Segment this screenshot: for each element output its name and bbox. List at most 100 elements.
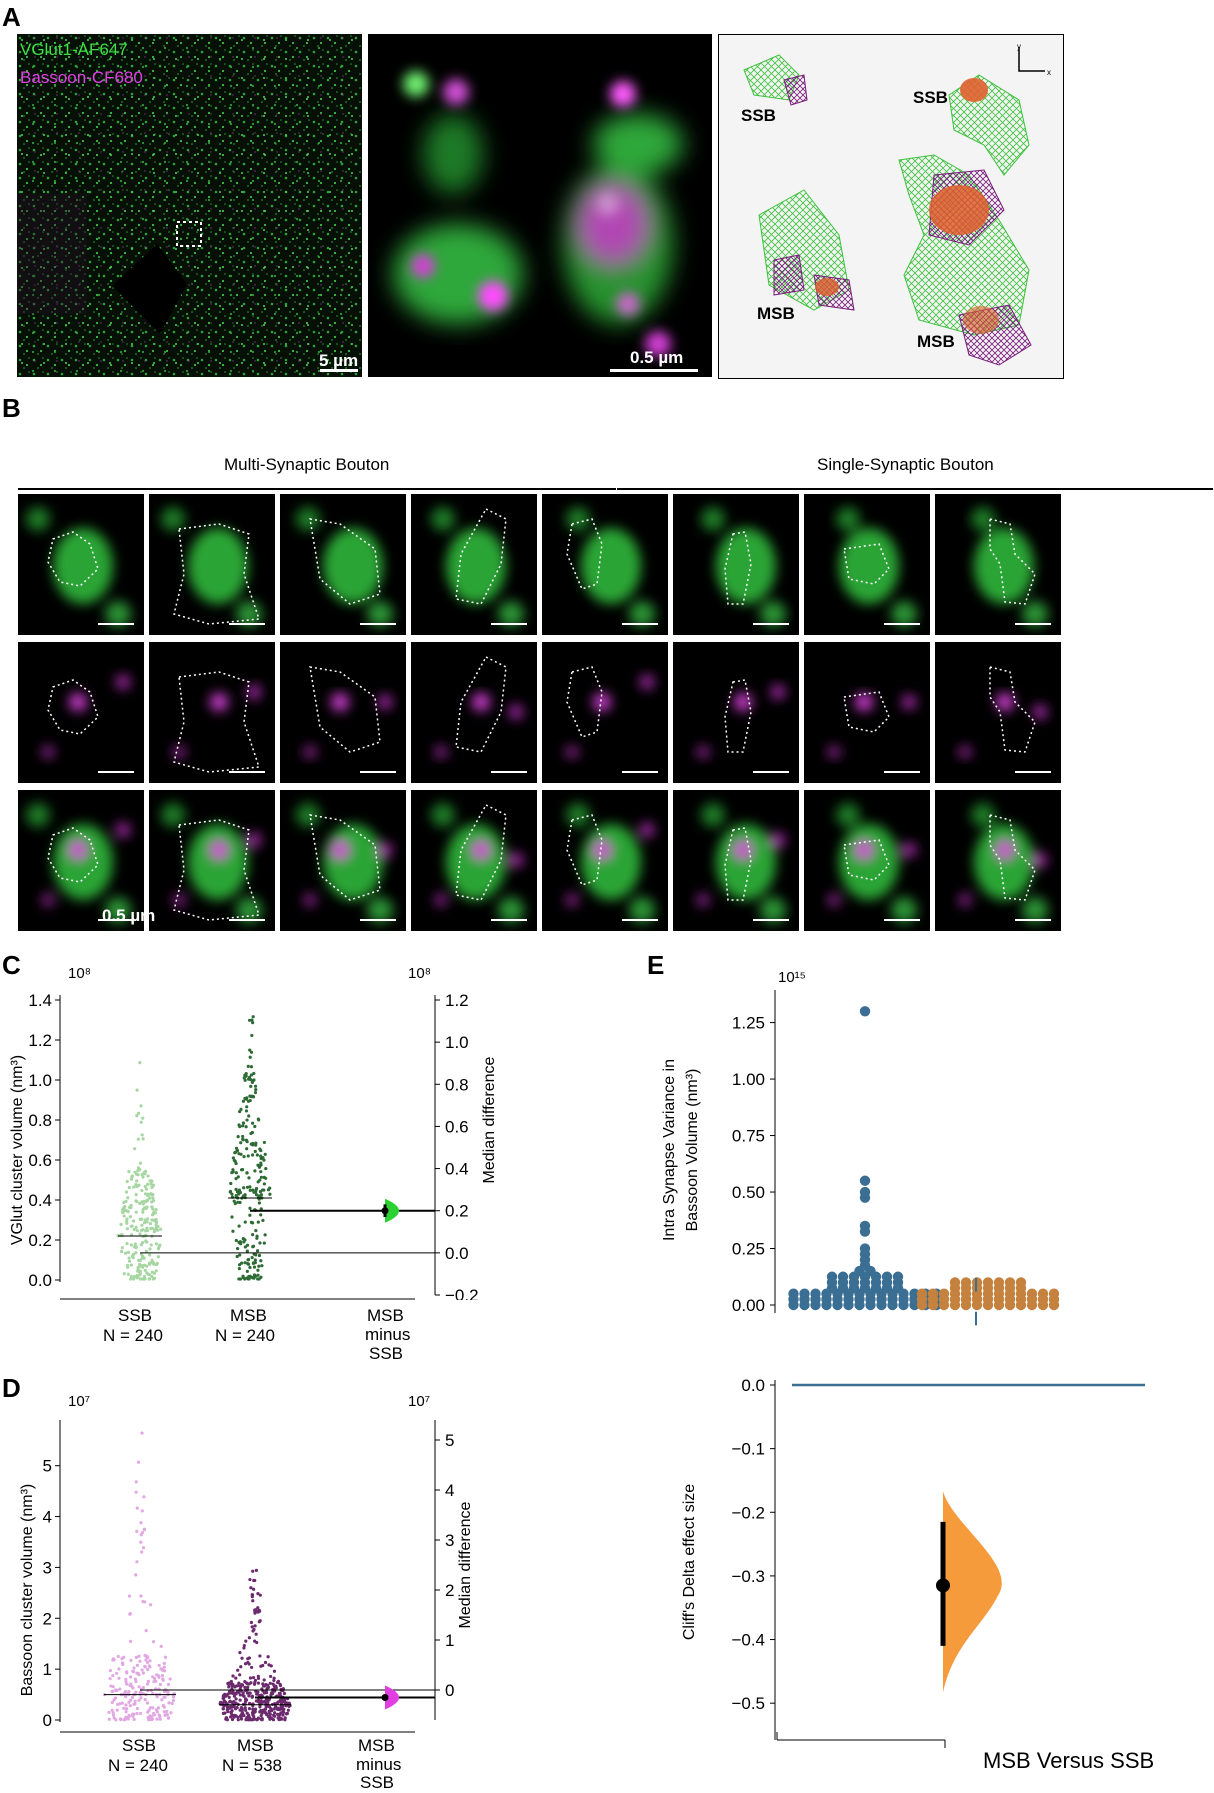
scale-bar [229, 919, 265, 921]
data-point [238, 1698, 242, 1702]
data-point [236, 1135, 240, 1139]
bouton-tile [804, 642, 930, 783]
data-point [129, 1277, 133, 1281]
data-point [133, 1677, 137, 1681]
data-point [135, 1506, 139, 1510]
y-tick-label: 2 [43, 1609, 52, 1628]
data-point [144, 1199, 148, 1203]
data-point [125, 1707, 129, 1711]
data-point [253, 1091, 258, 1095]
data-point [172, 1695, 176, 1699]
data-point [158, 1717, 162, 1721]
data-point [250, 1221, 255, 1225]
scale-bar [1015, 623, 1051, 625]
data-point [234, 1171, 238, 1175]
data-point [114, 1688, 118, 1692]
fluorescence [959, 803, 1048, 923]
data-point [253, 1169, 257, 1173]
data-point [247, 1706, 252, 1711]
data-point [249, 1084, 253, 1088]
data-point [237, 1263, 242, 1267]
data-point [264, 1701, 268, 1705]
x-group-label: MSB [358, 1736, 395, 1755]
y-axis-label-bottom: Cliff's Delta effect size [681, 1483, 698, 1641]
data-point [239, 1714, 243, 1719]
data-point [276, 1716, 280, 1720]
data-point [141, 1116, 145, 1120]
data-point [127, 1185, 131, 1190]
data-point [240, 1710, 244, 1714]
data-point [248, 1265, 252, 1270]
scale-label: 5 µm [319, 351, 359, 370]
data-point [128, 1704, 132, 1708]
scale-bar [1015, 771, 1051, 773]
bassoon-signal [828, 746, 840, 758]
bouton-outline [724, 531, 752, 605]
data-point [247, 1176, 251, 1180]
y-tick-label-right: 0.6 [445, 1117, 469, 1136]
data-point [145, 1182, 150, 1186]
data-point [141, 1546, 146, 1550]
effect-estimate [381, 1694, 389, 1701]
y-tick-label-right: 5 [445, 1431, 454, 1450]
data-point [1026, 1288, 1038, 1299]
data-point [247, 1274, 251, 1279]
data-point [281, 1713, 285, 1717]
data-point [163, 1695, 167, 1699]
data-point [155, 1228, 160, 1232]
scale-bar [610, 369, 698, 372]
data-point [165, 1709, 169, 1714]
data-point [250, 1018, 254, 1022]
data-point [258, 1241, 262, 1245]
data-point [237, 1224, 241, 1228]
data-point [241, 1138, 245, 1142]
data-point [246, 1660, 250, 1665]
chart-d: 0 1 2 3 4 5 0 1 2 3 4 5 [43, 1420, 454, 1733]
data-point [148, 1196, 152, 1200]
bassoon-signal [697, 746, 709, 758]
data-point [248, 1094, 252, 1098]
data-point [127, 1170, 131, 1174]
data-point [240, 1683, 244, 1687]
data-point [242, 1154, 246, 1159]
bouton-tile-image [304, 666, 396, 773]
y-tick-label: 1 [43, 1660, 52, 1679]
data-point [256, 1698, 261, 1702]
bouton-tile [18, 790, 144, 931]
data-point [250, 1695, 254, 1699]
fluorescence [971, 507, 1048, 627]
data-point [244, 1698, 249, 1702]
bouton-tile-image [161, 803, 265, 923]
scale-bar [360, 771, 396, 773]
data-point [248, 1048, 252, 1052]
data-point [250, 1130, 255, 1135]
data-point [256, 1117, 260, 1121]
data-point [145, 1682, 150, 1686]
data-point [244, 1125, 248, 1129]
data-point [251, 1188, 255, 1192]
data-point [154, 1242, 159, 1246]
data-point [107, 1717, 111, 1721]
data-point [252, 1273, 257, 1277]
data-point [143, 1653, 147, 1658]
bouton-outline [47, 531, 99, 587]
fluorescence [296, 507, 393, 627]
overview-image: VGlut1-AF647 Bassoon-CF680 5 µm [17, 34, 362, 377]
bassoon-signal [69, 693, 87, 711]
x-group-label: MSB [237, 1736, 274, 1755]
data-point [238, 1277, 243, 1281]
data-point [250, 1593, 254, 1597]
x-axis-label: MSB Versus SSB [983, 1748, 1155, 1773]
data-point [250, 1275, 254, 1279]
data-point [237, 1152, 241, 1156]
data-point [120, 1701, 124, 1705]
data-point [136, 1169, 140, 1173]
data-point [117, 1667, 121, 1671]
data-point [229, 1710, 233, 1714]
data-point [129, 1274, 133, 1279]
y-tick-label: 0.8 [28, 1111, 52, 1130]
data-point [252, 1714, 256, 1719]
bouton-outline [47, 827, 99, 883]
x-group-label: SSB [122, 1736, 157, 1755]
data-point [134, 1480, 138, 1484]
